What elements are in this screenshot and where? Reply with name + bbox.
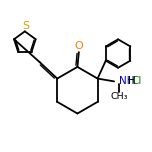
Text: NH: NH (119, 76, 134, 86)
Text: O: O (74, 41, 83, 51)
Text: Cl: Cl (132, 76, 142, 86)
Text: CH₃: CH₃ (111, 92, 128, 101)
Text: H: H (128, 76, 136, 86)
Text: S: S (22, 21, 29, 31)
